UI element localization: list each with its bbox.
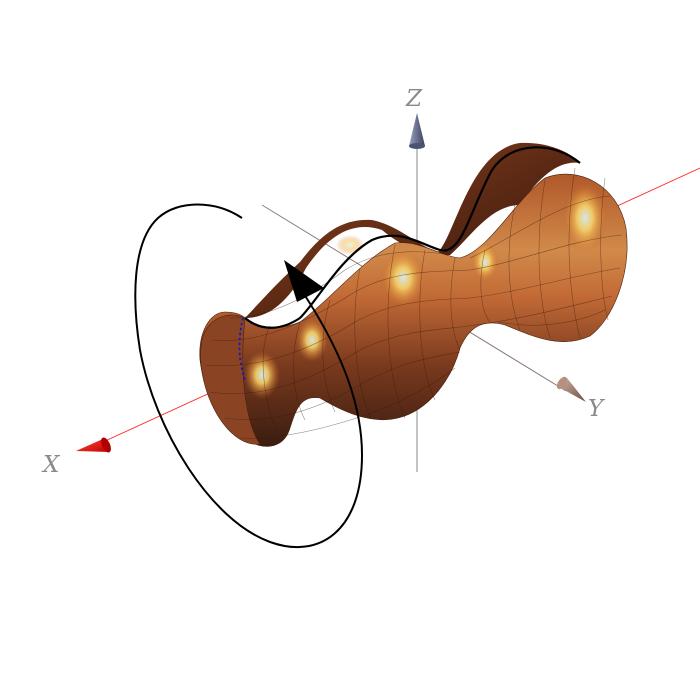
axis-cones: [76, 113, 586, 453]
cone-arrow-icon-base: [409, 143, 425, 149]
z-axis-label: Z: [405, 86, 423, 112]
highlight-spot: [381, 248, 425, 308]
generating-circle-dashed: [238, 317, 246, 381]
cone-arrow-icon-base: [556, 376, 568, 390]
revolution-surface: [199, 142, 628, 447]
rotation-curve: [134, 203, 364, 548]
highlight-spot: [336, 235, 364, 255]
surface-interior: [245, 142, 580, 318]
surface-left-end: [200, 314, 261, 445]
surface-mesh: [204, 195, 623, 439]
profile-curve: [244, 146, 581, 329]
y-axis-label: Y: [588, 396, 606, 422]
arrow-head-icon: [284, 260, 324, 302]
rotation-indicator: [134, 203, 364, 548]
cone-arrow-icon: [409, 113, 425, 146]
highlight-spot: [296, 318, 328, 362]
highlight-spot: [471, 242, 499, 282]
highlight-spot: [563, 182, 607, 254]
surface-rings: [262, 167, 609, 441]
x-axis-label: X: [41, 452, 61, 478]
cone-arrow-icon-base: [101, 437, 111, 453]
